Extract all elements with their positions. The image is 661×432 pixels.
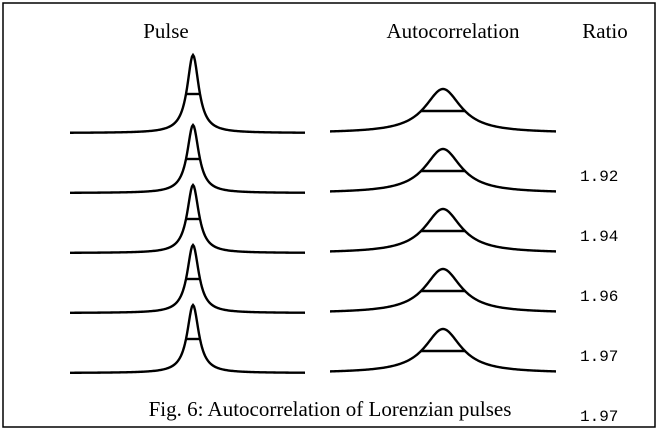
ratio-header: Ratio [582, 19, 628, 43]
autocorrelation-curve [329, 147, 557, 193]
pulse-header: Pulse [143, 19, 189, 43]
ratio-value: 1.97 [580, 348, 618, 366]
ratio-value: 1.92 [580, 168, 618, 186]
pulse-curve [70, 182, 306, 254]
pulse-curve [69, 52, 306, 134]
autocorrelation-curve [329, 87, 557, 133]
pulse-curve [70, 302, 306, 374]
ratio-value: 1.94 [580, 228, 618, 246]
autocorrelation-curve [329, 327, 557, 373]
ratio-value: 1.96 [580, 288, 618, 306]
autocorrelation-curve [329, 207, 557, 253]
autocorrelation-header: Autocorrelation [387, 19, 520, 43]
pulse-curve [70, 122, 306, 194]
frame [2, 2, 656, 428]
rows: 1.92 1.94 1.96 1.97 1.97 [69, 52, 618, 426]
pulse-curve [70, 242, 306, 314]
ratio-value: 1.97 [580, 408, 618, 426]
caption: Fig. 6: Autocorrelation of Lorenzian pul… [149, 397, 512, 421]
autocorrelation-curve [329, 267, 557, 313]
